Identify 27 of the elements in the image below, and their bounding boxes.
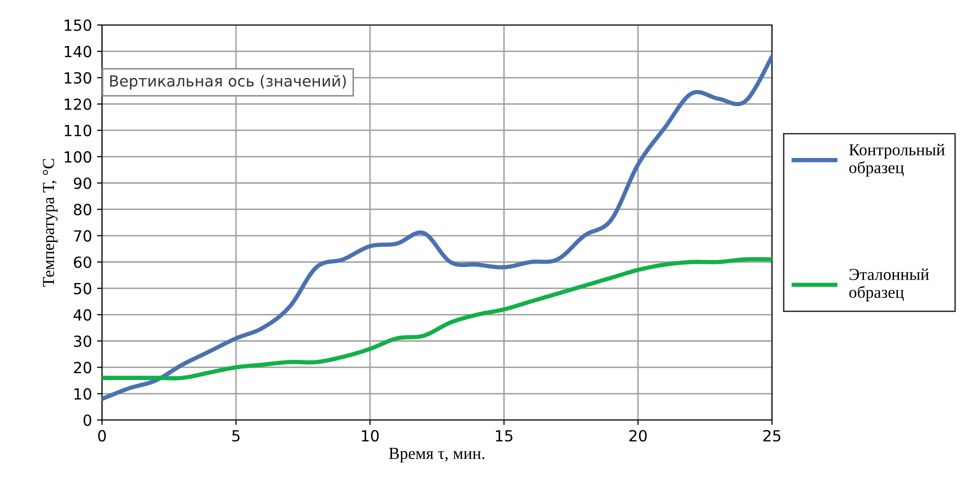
y-tick-label: 40 xyxy=(74,309,92,321)
y-tick-label: 20 xyxy=(74,362,92,374)
y-tick-label: 110 xyxy=(64,124,92,136)
legend-label: Эталонный образец xyxy=(849,268,929,302)
x-tick-label: 5 xyxy=(232,430,240,442)
x-tick-label: 25 xyxy=(763,430,780,442)
y-tick-label: 50 xyxy=(74,282,92,294)
x-axis-title: Время τ, мин. xyxy=(389,448,484,462)
y-tick-label: 140 xyxy=(64,46,92,58)
y-tick-label: 0 xyxy=(84,414,92,426)
legend-label: Контрольный образец xyxy=(849,144,945,177)
y-tick-label: 60 xyxy=(74,256,92,268)
x-tick-label: 15 xyxy=(496,430,512,442)
y-tick-label: 150 xyxy=(64,19,92,32)
y-tick-label: 30 xyxy=(74,335,92,348)
y-tick-label: 130 xyxy=(64,72,92,84)
y-axis-title: Температура Т, °С xyxy=(42,158,58,287)
y-tick-label: 10 xyxy=(74,388,92,400)
annotation: Вертикальная ось (значений) xyxy=(110,74,346,90)
y-tick-label: 80 xyxy=(74,204,92,216)
x-tick-label: 10 xyxy=(362,430,379,442)
y-tick-label: 100 xyxy=(64,151,92,163)
y-tick-label: 90 xyxy=(74,177,92,190)
y-tick-label: 70 xyxy=(74,230,92,242)
x-tick-label: 20 xyxy=(629,430,647,442)
x-tick-label: 0 xyxy=(98,430,106,442)
y-tick-label: 120 xyxy=(64,98,92,110)
